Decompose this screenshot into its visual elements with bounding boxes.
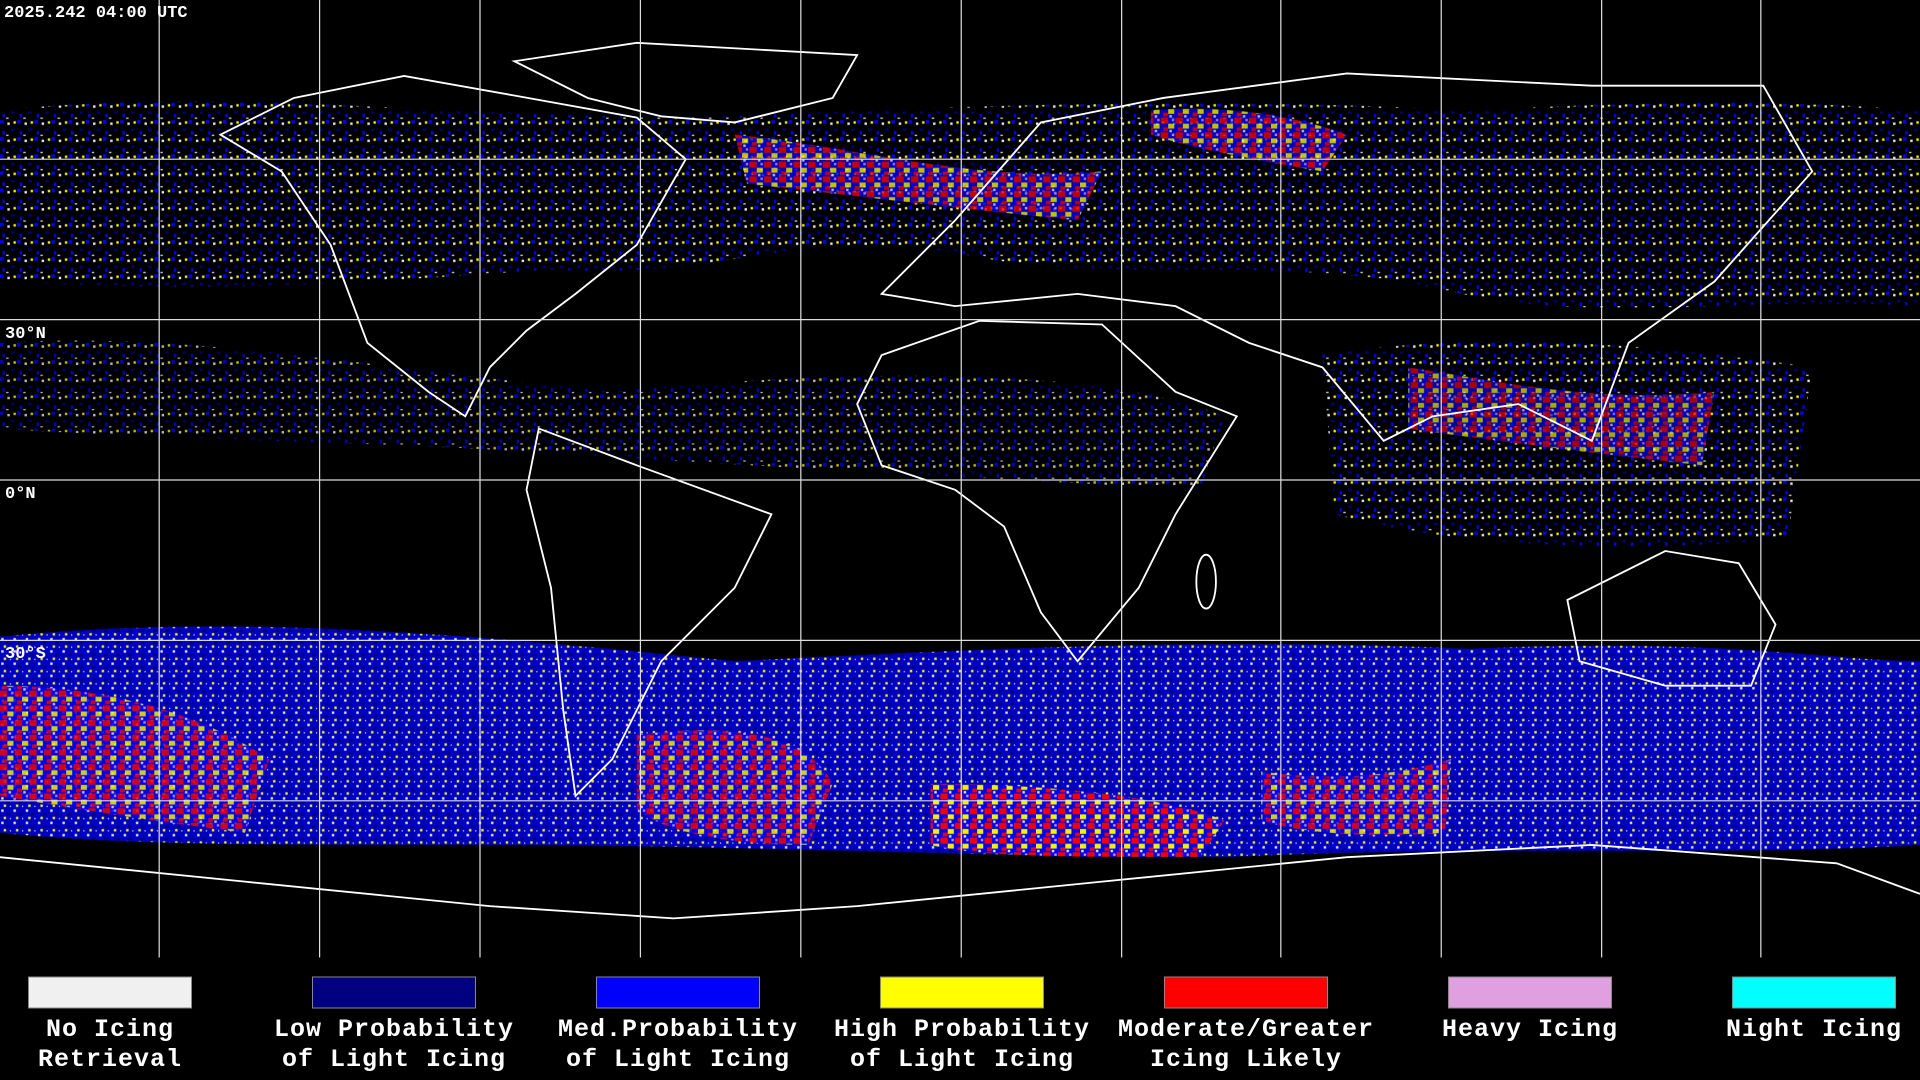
legend-swatch	[1732, 976, 1896, 1009]
legend-label: of Light Icing	[566, 1045, 790, 1074]
legend-swatch	[28, 976, 192, 1009]
legend-label: Med.Probability	[558, 1015, 798, 1044]
legend-label: of Light Icing	[282, 1045, 506, 1074]
legend-swatch	[1448, 976, 1612, 1009]
coastlines	[0, 41, 1920, 920]
legend-label: Heavy Icing	[1442, 1015, 1618, 1044]
latitude-label: 30°N	[5, 325, 46, 344]
legend-label: High Probability	[834, 1015, 1090, 1044]
legend-label: Icing Likely	[1150, 1045, 1342, 1074]
legend-swatch	[312, 976, 476, 1009]
legend-label: Retrieval	[38, 1045, 182, 1074]
legend-label: Night Icing	[1726, 1015, 1902, 1044]
legend-swatch	[1164, 976, 1328, 1009]
legend-label: Low Probability	[274, 1015, 514, 1044]
legend-item: Night Icing	[1726, 976, 1902, 1044]
legend-label: No Icing	[46, 1015, 174, 1044]
legend-label: Moderate/Greater	[1118, 1015, 1374, 1044]
legend-label: of Light Icing	[850, 1045, 1074, 1074]
graticule	[0, 0, 1920, 958]
timestamp: 2025.242 04:00 UTC	[4, 4, 188, 23]
legend-swatch	[596, 976, 760, 1009]
latitude-label: 30°S	[5, 645, 46, 664]
legend-swatch	[880, 976, 1044, 1009]
map-layer	[0, 0, 1920, 958]
latitude-label: 0°N	[5, 485, 36, 504]
legend-item: Heavy Icing	[1442, 976, 1618, 1044]
